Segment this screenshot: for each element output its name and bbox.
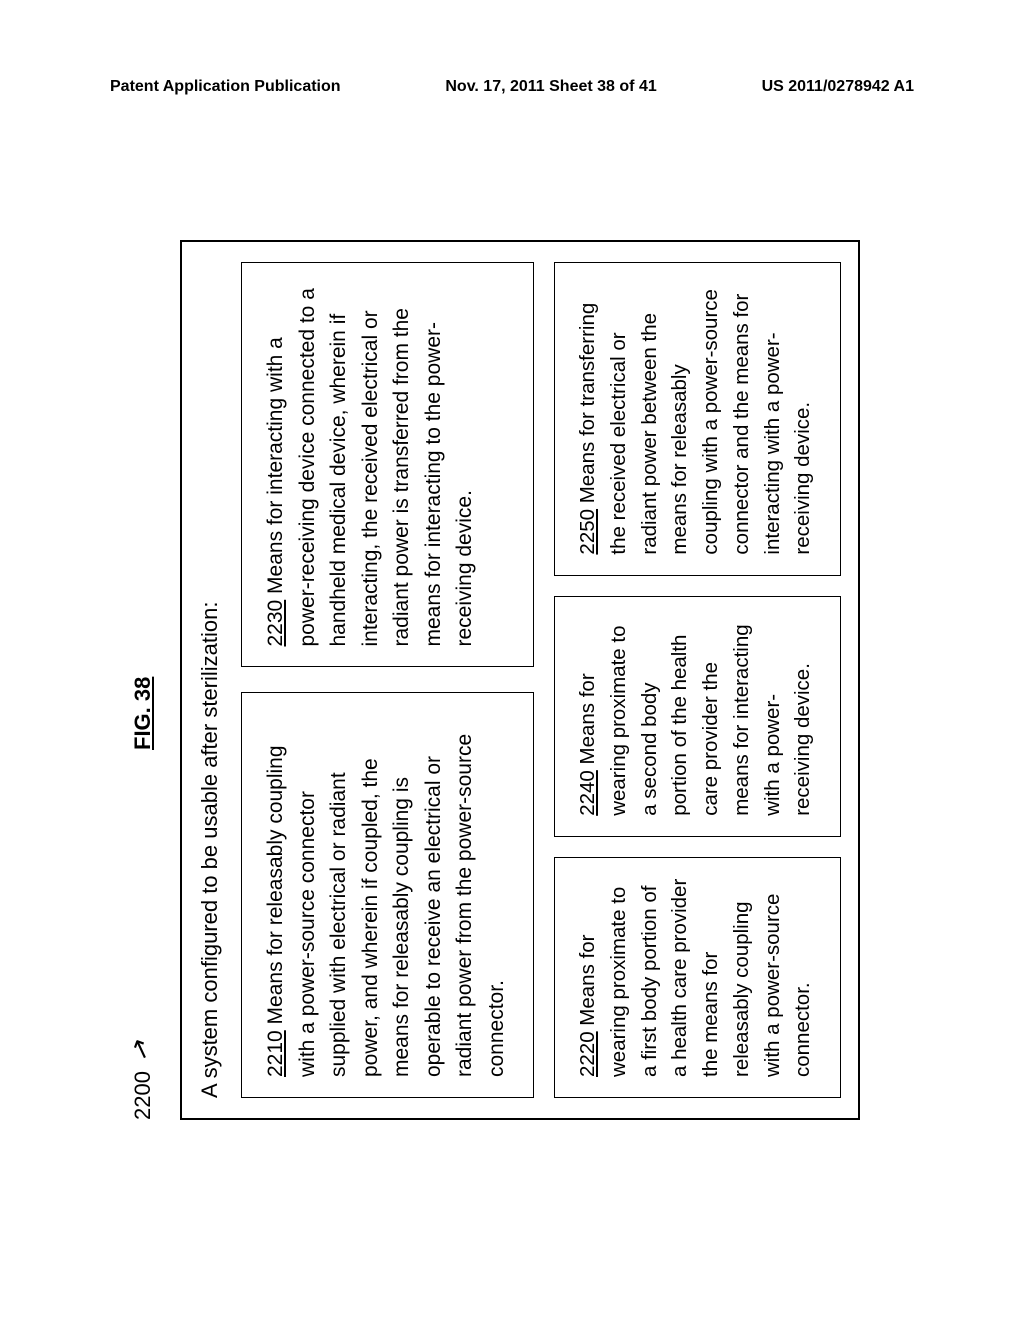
- box-2210: 2210 Means for releasably coupling with …: [241, 693, 534, 1099]
- header-right: US 2011/0278942 A1: [762, 78, 914, 96]
- figure-wrapper: 2200 ↗ FIG. 38 A system configured to be…: [120, 180, 900, 1180]
- boxes-grid: 2210 Means for releasably coupling with …: [241, 262, 841, 1098]
- arrow-icon: ↗: [122, 1034, 159, 1065]
- box-2210-ref: 2210: [264, 1030, 287, 1077]
- box-2240: 2240 Means for wearing proximate to a se…: [554, 596, 841, 837]
- header-left: Patent Application Publication: [110, 78, 341, 96]
- box-2250: 2250 Means for transferring the received…: [554, 262, 841, 576]
- figure-ref-num: 2200: [130, 1071, 156, 1120]
- system-outer-box: A system configured to be usable after s…: [180, 240, 860, 1120]
- rotated-page: 2200 ↗ FIG. 38 A system configured to be…: [120, 180, 900, 1180]
- bottom-row: 2220 Means for wearing proximate to a fi…: [554, 262, 841, 1098]
- box-2220: 2220 Means for wearing proximate to a fi…: [554, 857, 841, 1098]
- box-2220-text: Means for wearing proximate to a first b…: [576, 879, 814, 1077]
- box-2230: 2230 Means for interacting with a power-…: [241, 262, 534, 668]
- box-2240-text: Means for wearing proximate to a second …: [576, 624, 814, 815]
- box-2240-ref: 2240: [576, 770, 599, 816]
- figure-title: FIG. 38: [130, 677, 156, 750]
- box-2230-text: Means for interacting with a power-recei…: [264, 288, 476, 646]
- header-center: Nov. 17, 2011 Sheet 38 of 41: [445, 78, 656, 96]
- box-2250-text: Means for transferring the received elec…: [576, 289, 814, 555]
- box-2210-text: Means for releasably coupling with a pow…: [264, 734, 508, 1077]
- box-2250-ref: 2250: [576, 509, 599, 555]
- box-2230-ref: 2230: [264, 600, 287, 647]
- system-title: A system configured to be usable after s…: [197, 262, 223, 1098]
- box-2220-ref: 2220: [576, 1031, 599, 1077]
